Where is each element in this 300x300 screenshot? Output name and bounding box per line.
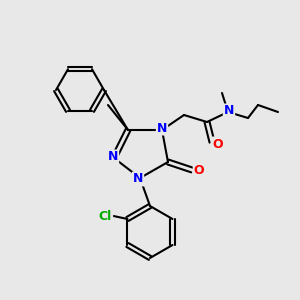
- Text: N: N: [157, 122, 167, 134]
- Text: N: N: [108, 151, 118, 164]
- Text: O: O: [213, 137, 223, 151]
- Text: N: N: [224, 104, 234, 118]
- Text: O: O: [194, 164, 204, 178]
- Text: Cl: Cl: [99, 209, 112, 223]
- Text: N: N: [133, 172, 143, 185]
